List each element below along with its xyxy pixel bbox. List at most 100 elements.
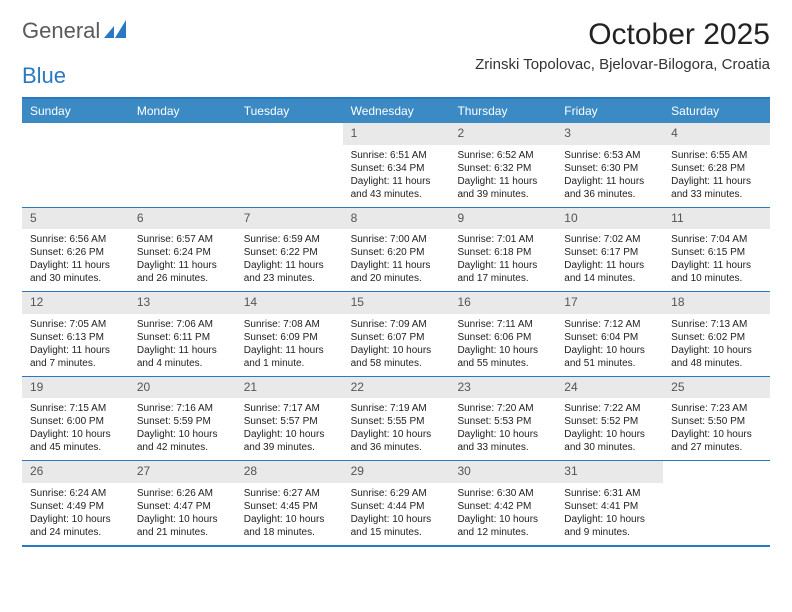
calendar-header-row: Sunday Monday Tuesday Wednesday Thursday… — [22, 99, 770, 123]
calendar-cell: 22Sunrise: 7:19 AMSunset: 5:55 PMDayligh… — [343, 377, 450, 461]
day-info: Sunrise: 7:13 AMSunset: 6:02 PMDaylight:… — [663, 314, 770, 376]
daylight-text: Daylight: 11 hours and 43 minutes. — [351, 175, 442, 201]
day-number: 8 — [343, 208, 450, 230]
day-number: 22 — [343, 377, 450, 399]
sunset-text: Sunset: 5:59 PM — [137, 415, 228, 428]
daylight-text: Daylight: 10 hours and 21 minutes. — [137, 513, 228, 539]
sunrise-text: Sunrise: 6:30 AM — [457, 487, 548, 500]
day-number: 2 — [449, 123, 556, 145]
day-info: Sunrise: 6:55 AMSunset: 6:28 PMDaylight:… — [663, 145, 770, 207]
sunset-text: Sunset: 6:13 PM — [30, 331, 121, 344]
daylight-text: Daylight: 11 hours and 36 minutes. — [564, 175, 655, 201]
sunrise-text: Sunrise: 6:59 AM — [244, 233, 335, 246]
calendar-body: 1Sunrise: 6:51 AMSunset: 6:34 PMDaylight… — [22, 123, 770, 547]
calendar-cell: 5Sunrise: 6:56 AMSunset: 6:26 PMDaylight… — [22, 208, 129, 292]
day-number: 1 — [343, 123, 450, 145]
sunrise-text: Sunrise: 7:06 AM — [137, 318, 228, 331]
calendar-week: 1Sunrise: 6:51 AMSunset: 6:34 PMDaylight… — [22, 123, 770, 208]
calendar-cell: 3Sunrise: 6:53 AMSunset: 6:30 PMDaylight… — [556, 123, 663, 207]
sunrise-text: Sunrise: 6:55 AM — [671, 149, 762, 162]
daylight-text: Daylight: 10 hours and 12 minutes. — [457, 513, 548, 539]
calendar-cell: 17Sunrise: 7:12 AMSunset: 6:04 PMDayligh… — [556, 292, 663, 376]
calendar-cell: 11Sunrise: 7:04 AMSunset: 6:15 PMDayligh… — [663, 208, 770, 292]
sunset-text: Sunset: 6:09 PM — [244, 331, 335, 344]
daylight-text: Daylight: 10 hours and 33 minutes. — [457, 428, 548, 454]
calendar-cell: 24Sunrise: 7:22 AMSunset: 5:52 PMDayligh… — [556, 377, 663, 461]
sunset-text: Sunset: 5:52 PM — [564, 415, 655, 428]
dayname-wednesday: Wednesday — [343, 99, 450, 123]
day-info: Sunrise: 7:08 AMSunset: 6:09 PMDaylight:… — [236, 314, 343, 376]
daylight-text: Daylight: 11 hours and 4 minutes. — [137, 344, 228, 370]
sunset-text: Sunset: 5:55 PM — [351, 415, 442, 428]
sunrise-text: Sunrise: 7:19 AM — [351, 402, 442, 415]
day-number: 28 — [236, 461, 343, 483]
sunrise-text: Sunrise: 7:15 AM — [30, 402, 121, 415]
dayname-thursday: Thursday — [449, 99, 556, 123]
dayname-friday: Friday — [556, 99, 663, 123]
sunrise-text: Sunrise: 6:56 AM — [30, 233, 121, 246]
calendar-cell: 9Sunrise: 7:01 AMSunset: 6:18 PMDaylight… — [449, 208, 556, 292]
sunset-text: Sunset: 6:20 PM — [351, 246, 442, 259]
calendar-cell: 25Sunrise: 7:23 AMSunset: 5:50 PMDayligh… — [663, 377, 770, 461]
sunrise-text: Sunrise: 7:08 AM — [244, 318, 335, 331]
calendar-cell: 30Sunrise: 6:30 AMSunset: 4:42 PMDayligh… — [449, 461, 556, 545]
logo-text-1: General — [22, 18, 100, 44]
calendar-cell: 20Sunrise: 7:16 AMSunset: 5:59 PMDayligh… — [129, 377, 236, 461]
calendar-cell: 7Sunrise: 6:59 AMSunset: 6:22 PMDaylight… — [236, 208, 343, 292]
calendar-cell: 19Sunrise: 7:15 AMSunset: 6:00 PMDayligh… — [22, 377, 129, 461]
sunset-text: Sunset: 6:22 PM — [244, 246, 335, 259]
daylight-text: Daylight: 10 hours and 48 minutes. — [671, 344, 762, 370]
calendar-week: 5Sunrise: 6:56 AMSunset: 6:26 PMDaylight… — [22, 208, 770, 293]
logo: General — [22, 18, 128, 44]
dayname-saturday: Saturday — [663, 99, 770, 123]
sunrise-text: Sunrise: 6:52 AM — [457, 149, 548, 162]
day-info: Sunrise: 6:31 AMSunset: 4:41 PMDaylight:… — [556, 483, 663, 545]
day-number: 9 — [449, 208, 556, 230]
month-title: October 2025 — [475, 18, 770, 52]
sunrise-text: Sunrise: 7:16 AM — [137, 402, 228, 415]
day-info: Sunrise: 7:00 AMSunset: 6:20 PMDaylight:… — [343, 229, 450, 291]
daylight-text: Daylight: 10 hours and 24 minutes. — [30, 513, 121, 539]
day-number: 21 — [236, 377, 343, 399]
sunset-text: Sunset: 6:04 PM — [564, 331, 655, 344]
calendar-cell: 6Sunrise: 6:57 AMSunset: 6:24 PMDaylight… — [129, 208, 236, 292]
day-info: Sunrise: 6:53 AMSunset: 6:30 PMDaylight:… — [556, 145, 663, 207]
day-info: Sunrise: 7:22 AMSunset: 5:52 PMDaylight:… — [556, 398, 663, 460]
day-info: Sunrise: 6:26 AMSunset: 4:47 PMDaylight:… — [129, 483, 236, 545]
calendar-cell: 31Sunrise: 6:31 AMSunset: 4:41 PMDayligh… — [556, 461, 663, 545]
sunset-text: Sunset: 4:45 PM — [244, 500, 335, 513]
day-info: Sunrise: 7:06 AMSunset: 6:11 PMDaylight:… — [129, 314, 236, 376]
dayname-tuesday: Tuesday — [236, 99, 343, 123]
day-number: 4 — [663, 123, 770, 145]
day-number: 16 — [449, 292, 556, 314]
day-info: Sunrise: 6:57 AMSunset: 6:24 PMDaylight:… — [129, 229, 236, 291]
sunset-text: Sunset: 6:15 PM — [671, 246, 762, 259]
calendar-cell: 16Sunrise: 7:11 AMSunset: 6:06 PMDayligh… — [449, 292, 556, 376]
sunset-text: Sunset: 6:18 PM — [457, 246, 548, 259]
sunrise-text: Sunrise: 7:17 AM — [244, 402, 335, 415]
calendar-cell: 26Sunrise: 6:24 AMSunset: 4:49 PMDayligh… — [22, 461, 129, 545]
daylight-text: Daylight: 10 hours and 58 minutes. — [351, 344, 442, 370]
logo-mark-icon — [104, 18, 126, 44]
sunrise-text: Sunrise: 7:20 AM — [457, 402, 548, 415]
day-number: 11 — [663, 208, 770, 230]
day-info: Sunrise: 7:01 AMSunset: 6:18 PMDaylight:… — [449, 229, 556, 291]
sunrise-text: Sunrise: 7:04 AM — [671, 233, 762, 246]
sunset-text: Sunset: 4:42 PM — [457, 500, 548, 513]
day-info: Sunrise: 7:16 AMSunset: 5:59 PMDaylight:… — [129, 398, 236, 460]
calendar-week: 12Sunrise: 7:05 AMSunset: 6:13 PMDayligh… — [22, 292, 770, 377]
sunrise-text: Sunrise: 7:22 AM — [564, 402, 655, 415]
day-number: 19 — [22, 377, 129, 399]
calendar-cell: 1Sunrise: 6:51 AMSunset: 6:34 PMDaylight… — [343, 123, 450, 207]
sunset-text: Sunset: 4:44 PM — [351, 500, 442, 513]
sunrise-text: Sunrise: 7:01 AM — [457, 233, 548, 246]
sunrise-text: Sunrise: 6:51 AM — [351, 149, 442, 162]
sunset-text: Sunset: 4:49 PM — [30, 500, 121, 513]
day-number: 20 — [129, 377, 236, 399]
day-info: Sunrise: 6:56 AMSunset: 6:26 PMDaylight:… — [22, 229, 129, 291]
calendar-cell — [22, 123, 129, 207]
sunset-text: Sunset: 6:28 PM — [671, 162, 762, 175]
calendar-cell: 15Sunrise: 7:09 AMSunset: 6:07 PMDayligh… — [343, 292, 450, 376]
daylight-text: Daylight: 10 hours and 18 minutes. — [244, 513, 335, 539]
calendar-cell — [663, 461, 770, 545]
